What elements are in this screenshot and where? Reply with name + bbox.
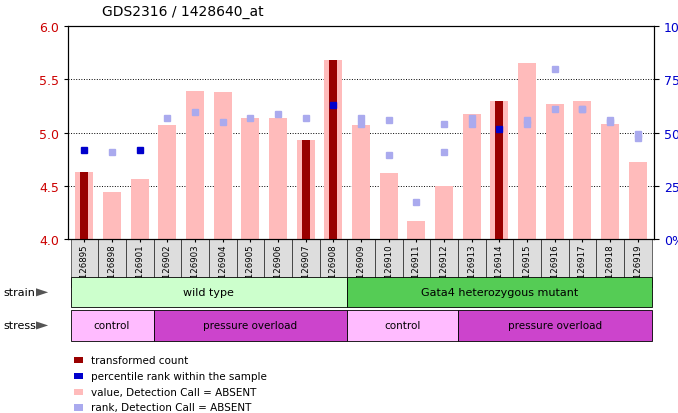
Text: wild type: wild type: [184, 287, 235, 298]
Text: control: control: [94, 320, 130, 331]
Text: strain: strain: [3, 287, 35, 298]
Bar: [574, 101, 591, 240]
Bar: [159, 126, 176, 240]
Bar: [214, 93, 232, 240]
Bar: [81, 173, 88, 240]
Bar: [435, 186, 453, 240]
Text: pressure overload: pressure overload: [203, 320, 298, 331]
Bar: [462, 115, 481, 240]
Bar: [241, 118, 260, 240]
Bar: [380, 173, 398, 240]
Bar: [75, 173, 94, 240]
Text: control: control: [384, 320, 421, 331]
Text: GDS2316 / 1428640_at: GDS2316 / 1428640_at: [102, 5, 263, 19]
Text: Gata4 heterozygous mutant: Gata4 heterozygous mutant: [421, 287, 578, 298]
Bar: [601, 125, 619, 240]
Text: transformed count: transformed count: [91, 355, 188, 366]
Text: stress: stress: [3, 320, 36, 331]
Bar: [629, 163, 647, 240]
Bar: [330, 61, 338, 240]
Bar: [546, 104, 563, 240]
Bar: [186, 92, 204, 240]
Polygon shape: [36, 322, 48, 330]
Bar: [407, 221, 425, 240]
Bar: [269, 118, 287, 240]
Bar: [490, 101, 508, 240]
Bar: [302, 141, 310, 240]
Bar: [103, 193, 121, 240]
Text: rank, Detection Call = ABSENT: rank, Detection Call = ABSENT: [91, 402, 252, 413]
Text: percentile rank within the sample: percentile rank within the sample: [91, 371, 266, 381]
Bar: [352, 126, 370, 240]
Bar: [324, 61, 342, 240]
Text: pressure overload: pressure overload: [508, 320, 602, 331]
Bar: [297, 141, 315, 240]
Bar: [518, 64, 536, 240]
Text: value, Detection Call = ABSENT: value, Detection Call = ABSENT: [91, 387, 256, 397]
Bar: [131, 180, 148, 240]
Polygon shape: [36, 289, 48, 297]
Bar: [496, 101, 503, 240]
